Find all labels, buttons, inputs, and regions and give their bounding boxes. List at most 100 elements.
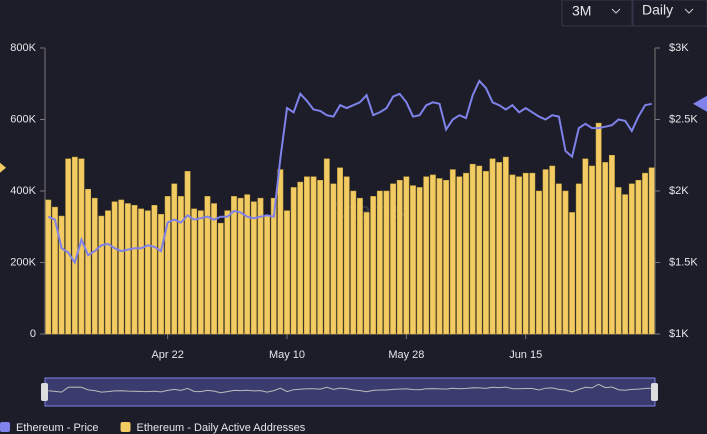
navigator-handle[interactable] — [41, 383, 48, 401]
bar — [562, 190, 569, 335]
bar — [648, 167, 655, 335]
bar — [410, 185, 416, 335]
y2-tick-label: $2.5K — [669, 113, 698, 125]
bar — [569, 212, 576, 335]
bar — [270, 197, 277, 335]
dropdown-label[interactable]: Daily — [642, 2, 673, 18]
bar — [323, 158, 330, 335]
bar — [250, 201, 257, 335]
bar — [58, 215, 65, 335]
interval-dropdown[interactable]: Daily — [632, 0, 707, 27]
bar — [171, 183, 178, 335]
bar — [244, 194, 251, 335]
bar — [184, 171, 191, 335]
bar — [516, 176, 522, 335]
bar — [45, 199, 52, 335]
bar — [204, 196, 211, 335]
bar — [363, 212, 370, 335]
bar — [178, 196, 184, 335]
y2-tick-label: $1K — [669, 328, 689, 340]
bar — [635, 180, 642, 335]
chevron — [611, 8, 621, 14]
bar — [131, 205, 138, 335]
bar — [622, 194, 629, 335]
bar — [343, 176, 350, 335]
chevron — [684, 8, 694, 14]
bar — [191, 208, 198, 335]
bar — [211, 203, 217, 335]
bar — [91, 197, 98, 335]
navigator-line — [48, 383, 652, 394]
bar — [390, 183, 396, 335]
bar — [158, 213, 164, 335]
bar — [118, 199, 125, 335]
bar — [111, 201, 118, 335]
bar — [522, 172, 529, 335]
bar — [98, 215, 105, 335]
bar — [383, 190, 390, 335]
bar — [317, 180, 324, 335]
bar — [582, 158, 589, 335]
bar — [595, 122, 602, 335]
bar — [290, 187, 297, 335]
bar — [476, 165, 483, 335]
bar — [436, 178, 443, 335]
navigator[interactable] — [44, 377, 656, 407]
legend-swatch — [0, 422, 10, 432]
bar — [615, 187, 622, 335]
navigator-handle[interactable] — [651, 383, 658, 401]
bar — [502, 156, 509, 335]
bar — [52, 206, 58, 335]
bar — [575, 183, 582, 335]
bar — [642, 172, 648, 335]
bar — [529, 172, 536, 335]
bar — [589, 165, 595, 335]
y-tick-label: 600K — [10, 113, 36, 125]
bar — [237, 197, 244, 335]
bar — [456, 176, 463, 335]
bar — [277, 169, 284, 335]
y-tick-label: 800K — [10, 42, 36, 54]
bar — [416, 187, 423, 335]
bar — [164, 196, 171, 335]
bar — [423, 176, 430, 335]
bar — [264, 215, 271, 335]
bar — [376, 190, 383, 335]
bar — [549, 165, 556, 335]
bar — [463, 172, 469, 335]
bar — [396, 180, 403, 335]
bar — [224, 210, 231, 335]
bar — [370, 196, 377, 335]
bar — [609, 155, 615, 335]
range-dropdown[interactable]: 3M — [561, 0, 633, 27]
bar — [138, 208, 145, 335]
bar — [304, 176, 310, 335]
y2-tick-label: $1.5K — [669, 256, 698, 268]
bar — [449, 169, 456, 335]
x-tick-label: May 10 — [269, 349, 305, 361]
bar — [350, 190, 357, 335]
x-tick-label: Jun 15 — [509, 349, 542, 361]
bar — [357, 197, 363, 335]
legend-label: Ethereum - Price — [16, 422, 99, 434]
current-marker — [0, 162, 6, 173]
bar — [429, 174, 436, 335]
dropdown-box[interactable] — [632, 0, 707, 27]
bar — [231, 196, 237, 335]
bar — [71, 156, 78, 335]
bar — [483, 171, 489, 335]
bar — [257, 197, 264, 335]
bar — [496, 162, 503, 335]
y-tick-label: 400K — [10, 185, 36, 197]
dropdown-label[interactable]: 3M — [572, 3, 591, 19]
bar — [310, 176, 317, 335]
bar — [542, 169, 549, 335]
legend-swatch — [120, 422, 131, 432]
price-line — [47, 79, 652, 265]
bar — [85, 188, 92, 335]
dropdown-box[interactable] — [561, 0, 633, 27]
bar — [443, 180, 450, 335]
y-tick-label: 200K — [10, 256, 36, 268]
